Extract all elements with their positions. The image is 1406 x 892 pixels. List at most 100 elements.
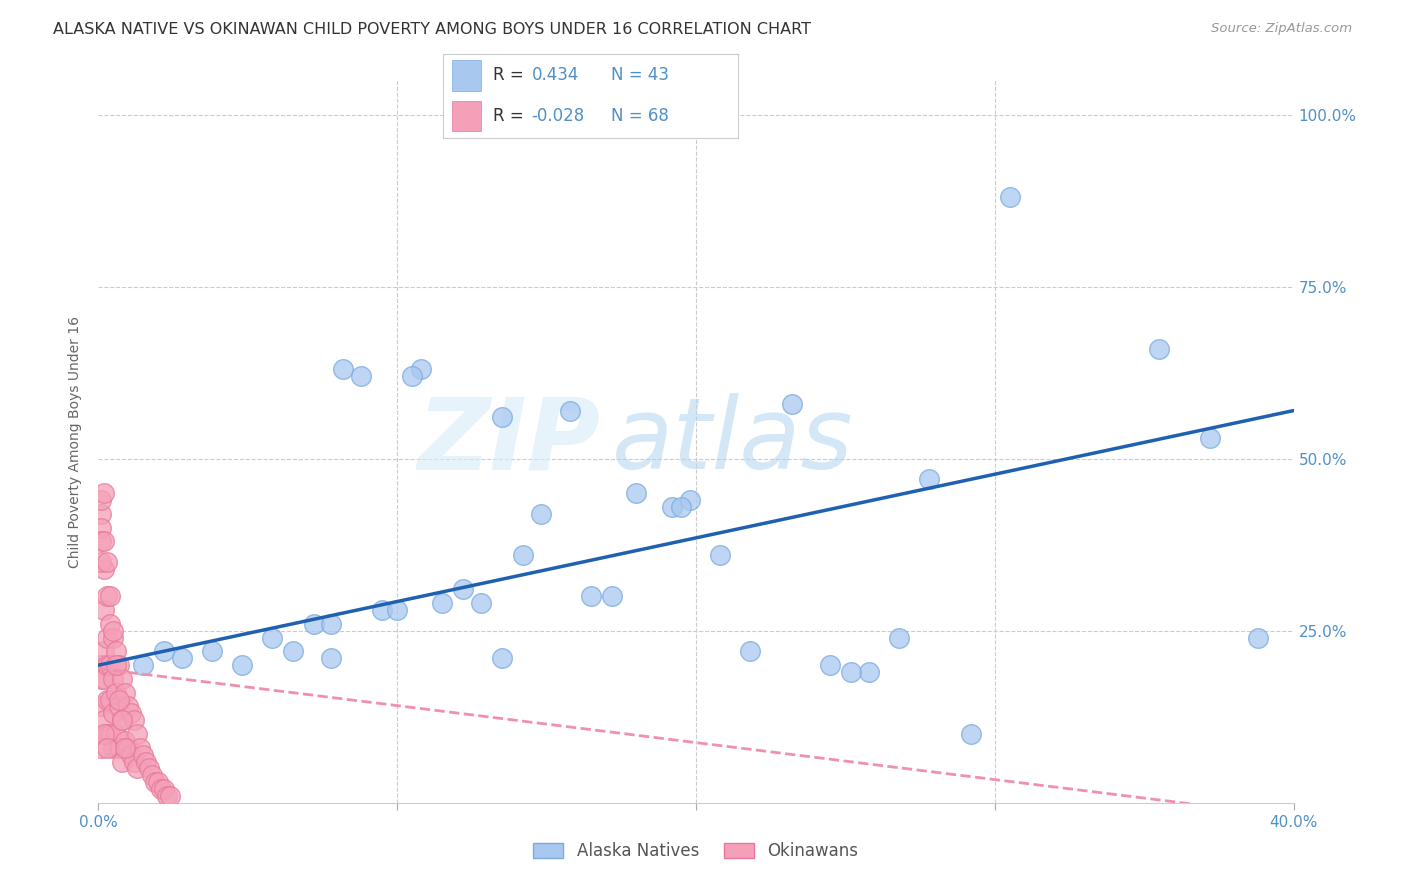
Point xyxy=(90,534,112,549)
Point xyxy=(96,692,118,706)
Text: atlas: atlas xyxy=(613,393,853,490)
Text: Source: ZipAtlas.com: Source: ZipAtlas.com xyxy=(1212,22,1353,36)
Point xyxy=(132,747,155,762)
Point xyxy=(141,768,163,782)
Point xyxy=(135,755,157,769)
Point xyxy=(111,713,134,727)
Point xyxy=(172,651,194,665)
Point xyxy=(1147,342,1170,356)
Point xyxy=(1199,431,1222,445)
Point xyxy=(98,727,122,741)
Point xyxy=(129,740,152,755)
Point xyxy=(602,590,624,604)
Point xyxy=(93,713,115,727)
Point xyxy=(93,562,115,576)
Text: N = 43: N = 43 xyxy=(612,66,669,84)
Y-axis label: Child Poverty Among Boys Under 16: Child Poverty Among Boys Under 16 xyxy=(69,316,83,567)
Point xyxy=(679,493,702,508)
Point xyxy=(98,616,122,631)
Point xyxy=(918,472,941,486)
Text: ZIP: ZIP xyxy=(418,393,600,490)
Point xyxy=(120,706,142,721)
Point xyxy=(114,740,136,755)
Point xyxy=(93,603,115,617)
Point xyxy=(281,644,304,658)
Point xyxy=(470,596,492,610)
Point xyxy=(780,397,803,411)
Point xyxy=(156,789,179,803)
Point xyxy=(626,486,648,500)
Bar xyxy=(451,101,481,131)
Text: 0.434: 0.434 xyxy=(531,66,579,84)
Point xyxy=(350,369,373,384)
Point xyxy=(841,665,863,679)
Point xyxy=(93,727,115,741)
Point xyxy=(90,658,112,673)
Point xyxy=(143,775,166,789)
Point xyxy=(103,624,125,638)
Text: R =: R = xyxy=(494,107,524,125)
Point xyxy=(530,507,553,521)
Point xyxy=(105,727,128,741)
Point xyxy=(321,651,343,665)
Point xyxy=(90,520,112,534)
Point xyxy=(332,362,354,376)
Point xyxy=(385,603,409,617)
Point xyxy=(108,740,131,755)
Point xyxy=(661,500,683,514)
Point xyxy=(117,740,139,755)
Point xyxy=(108,699,131,714)
Point xyxy=(124,755,146,769)
Point xyxy=(512,548,534,562)
Point xyxy=(93,486,115,500)
Bar xyxy=(451,61,481,91)
Point xyxy=(148,775,170,789)
Point xyxy=(114,686,136,700)
Point xyxy=(960,727,983,741)
Point xyxy=(111,672,134,686)
Point xyxy=(90,493,112,508)
Point xyxy=(114,734,136,748)
Point xyxy=(858,665,880,679)
Point xyxy=(93,534,115,549)
Point xyxy=(127,761,149,775)
Point xyxy=(93,644,115,658)
Point xyxy=(103,672,125,686)
Point xyxy=(120,747,142,762)
Point xyxy=(491,651,513,665)
Point xyxy=(96,555,118,569)
Point xyxy=(96,590,118,604)
Legend: Alaska Natives, Okinawans: Alaska Natives, Okinawans xyxy=(527,836,865,867)
Point xyxy=(302,616,325,631)
Point xyxy=(90,672,112,686)
Point xyxy=(103,740,125,755)
Point xyxy=(96,740,118,755)
Point xyxy=(124,713,146,727)
Point xyxy=(90,555,112,569)
Point xyxy=(153,644,176,658)
Point xyxy=(96,727,118,741)
Text: ALASKA NATIVE VS OKINAWAN CHILD POVERTY AMONG BOYS UNDER 16 CORRELATION CHART: ALASKA NATIVE VS OKINAWAN CHILD POVERTY … xyxy=(53,22,811,37)
Point xyxy=(90,699,112,714)
Point xyxy=(96,631,118,645)
Point xyxy=(117,699,139,714)
Point xyxy=(669,500,692,514)
Point xyxy=(111,713,134,727)
Point xyxy=(90,507,112,521)
Point xyxy=(98,590,122,604)
Point xyxy=(560,403,582,417)
Point xyxy=(430,596,453,610)
Point xyxy=(150,782,173,797)
Point xyxy=(90,740,112,755)
Point xyxy=(105,686,128,700)
Point xyxy=(738,644,761,658)
Point xyxy=(998,190,1021,204)
Point xyxy=(105,644,128,658)
Point xyxy=(98,658,122,673)
Point xyxy=(132,658,155,673)
Point xyxy=(820,658,842,673)
Point xyxy=(93,672,115,686)
Point xyxy=(411,362,433,376)
Point xyxy=(451,582,474,597)
Point xyxy=(153,782,176,797)
